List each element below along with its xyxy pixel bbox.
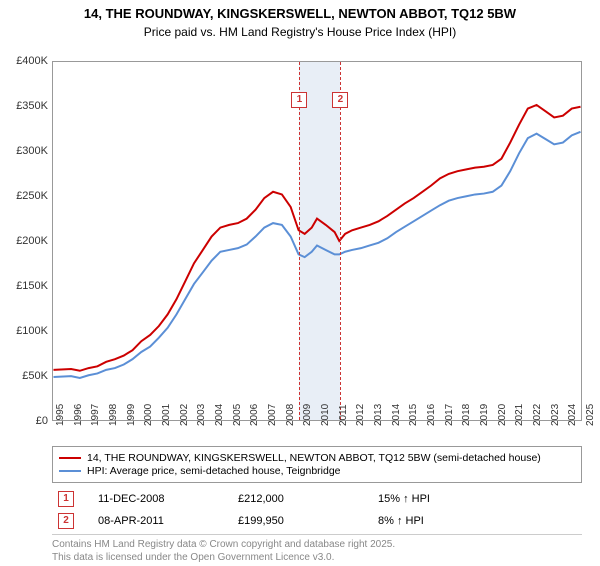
x-tick-label: 2010 — [320, 404, 331, 426]
legend-row: 14, THE ROUNDWAY, KINGSKERSWELL, NEWTON … — [59, 452, 575, 464]
x-tick-label: 2021 — [514, 404, 525, 426]
events-table: 1 11-DEC-2008£212,00015% ↑ HPI 2 08-APR-201… — [52, 488, 582, 532]
chart-container: 14, THE ROUNDWAY, KINGSKERSWELL, NEWTON … — [0, 6, 600, 566]
x-tick-label: 1996 — [73, 404, 84, 426]
x-tick-label: 2020 — [497, 404, 508, 426]
x-tick-label: 2012 — [355, 404, 366, 426]
event-marker: 2 — [58, 513, 74, 529]
event-marker: 1 — [58, 491, 74, 507]
footer-line-2: This data is licensed under the Open Gov… — [52, 551, 582, 564]
chart-title: 14, THE ROUNDWAY, KINGSKERSWELL, NEWTON … — [0, 6, 600, 23]
y-tick-label: £0 — [0, 415, 48, 427]
x-tick-label: 1999 — [126, 404, 137, 426]
x-tick-label: 2009 — [302, 404, 313, 426]
x-tick-label: 2024 — [567, 404, 578, 426]
x-tick-label: 2000 — [143, 404, 154, 426]
x-tick-label: 2015 — [408, 404, 419, 426]
y-tick-label: £300K — [0, 145, 48, 157]
y-tick-label: £50K — [0, 370, 48, 382]
x-tick-label: 2017 — [444, 404, 455, 426]
x-tick-label: 2008 — [285, 404, 296, 426]
footer-line-1: Contains HM Land Registry data © Crown c… — [52, 538, 582, 551]
x-tick-label: 2016 — [426, 404, 437, 426]
event-price: £212,000 — [238, 493, 378, 505]
y-tick-label: £400K — [0, 55, 48, 67]
x-tick-label: 2003 — [196, 404, 207, 426]
x-tick-label: 2004 — [214, 404, 225, 426]
x-tick-label: 2011 — [338, 404, 349, 426]
y-tick-label: £250K — [0, 190, 48, 202]
legend-row: HPI: Average price, semi-detached house,… — [59, 465, 575, 477]
y-tick-label: £200K — [0, 235, 48, 247]
series-line — [53, 105, 580, 371]
y-tick-label: £150K — [0, 280, 48, 292]
event-table-row: 1 11-DEC-2008£212,00015% ↑ HPI — [52, 488, 582, 510]
x-tick-label: 2001 — [161, 404, 172, 426]
x-tick-label: 2007 — [267, 404, 278, 426]
x-tick-label: 1997 — [90, 404, 101, 426]
event-date: 08-APR-2011 — [98, 515, 238, 527]
event-vline — [340, 62, 341, 420]
x-tick-label: 2014 — [391, 404, 402, 426]
x-tick-label: 2013 — [373, 404, 384, 426]
x-tick-label: 2005 — [232, 404, 243, 426]
x-tick-label: 1995 — [55, 404, 66, 426]
legend: 14, THE ROUNDWAY, KINGSKERSWELL, NEWTON … — [52, 446, 582, 483]
event-marker-box: 1 — [291, 92, 307, 108]
line-series — [53, 62, 581, 420]
y-tick-label: £350K — [0, 100, 48, 112]
x-tick-label: 2018 — [461, 404, 472, 426]
event-vline — [299, 62, 300, 420]
event-delta: 15% ↑ HPI — [378, 493, 430, 505]
x-tick-label: 2019 — [479, 404, 490, 426]
event-table-row: 2 08-APR-2011£199,9508% ↑ HPI — [52, 510, 582, 532]
x-tick-label: 2025 — [585, 404, 596, 426]
y-tick-label: £100K — [0, 325, 48, 337]
plot-area: 12 — [52, 61, 582, 421]
event-date: 11-DEC-2008 — [98, 493, 238, 505]
legend-label: HPI: Average price, semi-detached house,… — [87, 465, 341, 477]
x-tick-label: 2002 — [179, 404, 190, 426]
event-delta: 8% ↑ HPI — [378, 515, 424, 527]
legend-label: 14, THE ROUNDWAY, KINGSKERSWELL, NEWTON … — [87, 452, 541, 464]
x-tick-label: 2006 — [249, 404, 260, 426]
event-marker-box: 2 — [332, 92, 348, 108]
x-tick-label: 2023 — [550, 404, 561, 426]
x-tick-label: 1998 — [108, 404, 119, 426]
x-tick-label: 2022 — [532, 404, 543, 426]
series-line — [53, 132, 580, 378]
legend-swatch — [59, 457, 81, 459]
chart-subtitle: Price paid vs. HM Land Registry's House … — [0, 25, 600, 39]
event-price: £199,950 — [238, 515, 378, 527]
legend-swatch — [59, 470, 81, 472]
